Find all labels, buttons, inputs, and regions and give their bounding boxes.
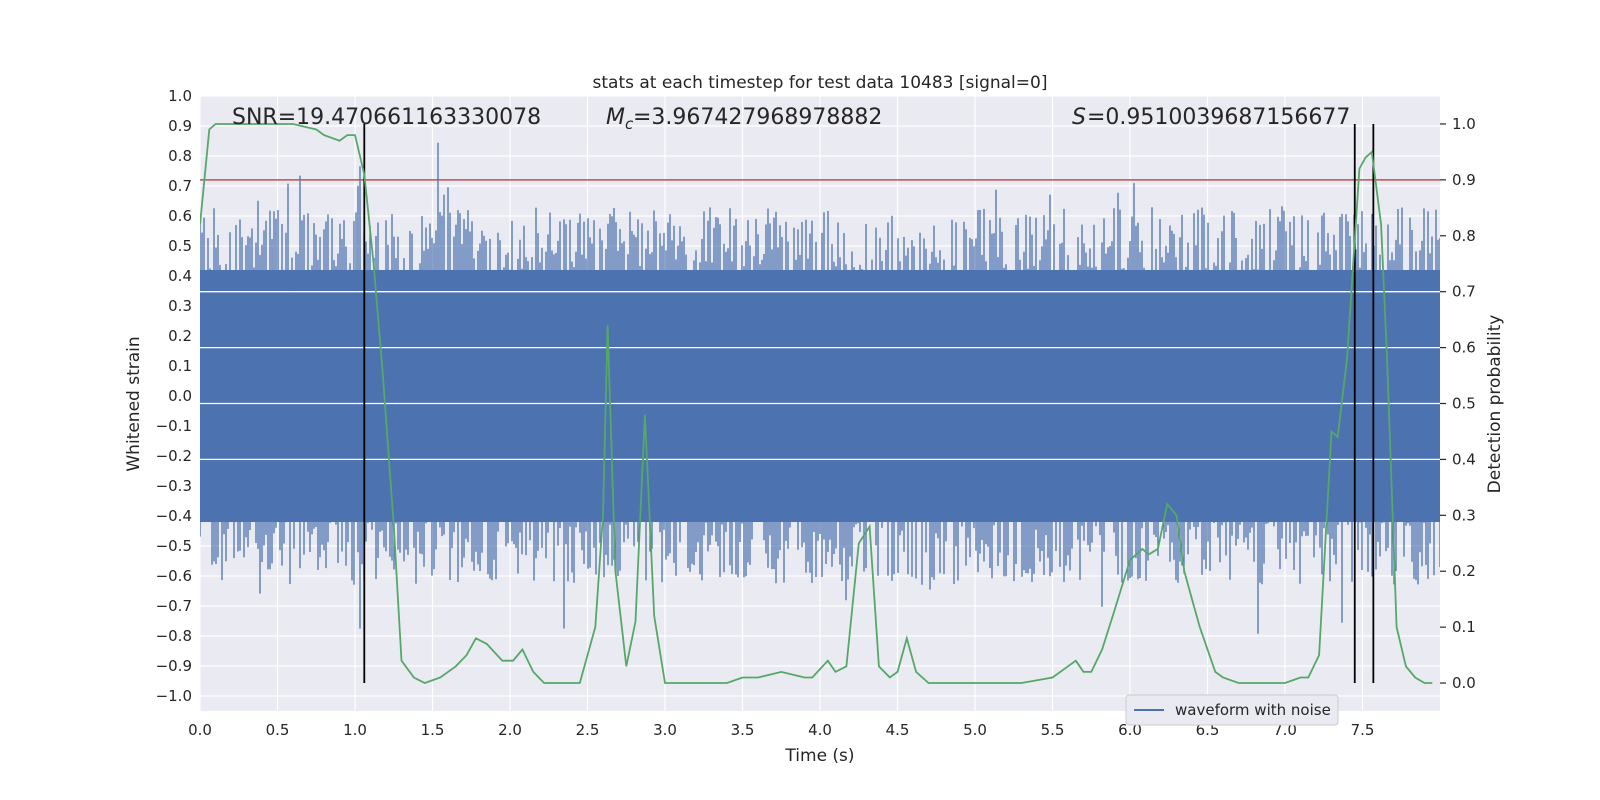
vertical-markers — [363, 123, 1375, 684]
y-left-tick-label: 0.0 — [168, 387, 192, 405]
chirp-mass-symbol: M — [606, 105, 625, 130]
x-axis-ticks: 0.0 0.5 1.0 1.5 2.0 2.5 3.0 3.5 4.0 4.5 5.0 5.5 6.0 6… — [188, 721, 1374, 739]
y-left-tick-label: 0.3 — [168, 297, 192, 315]
y-left-tick-label: 0.1 — [168, 357, 192, 375]
x-tick-label: 2.0 — [498, 721, 522, 739]
waveform-line — [200, 142, 1440, 634]
x-tick-label: 1.5 — [421, 721, 445, 739]
x-tick-label: 5.0 — [963, 721, 987, 739]
y-left-tick-label: 1.0 — [168, 87, 192, 105]
y-left-tick-label: 0.9 — [168, 117, 192, 135]
x-tick-label: 1.0 — [343, 721, 367, 739]
y-left-tick-label: −0.7 — [156, 597, 192, 615]
x-tick-label: 3.5 — [731, 721, 755, 739]
x-tick-label: 7.5 — [1351, 721, 1375, 739]
y-right-tick-label: 0.0 — [1452, 674, 1476, 692]
y-right-tick-label: 1.0 — [1452, 115, 1476, 133]
chirp-mass-annotation: M c =3.967427968978882 — [606, 105, 882, 133]
x-tick-label: 4.5 — [886, 721, 910, 739]
y-right-tick-label: 0.9 — [1452, 171, 1476, 189]
y-left-tick-label: −0.1 — [156, 417, 192, 435]
waveform-series — [200, 142, 1440, 634]
chirp-mass-subscript: c — [625, 115, 634, 133]
y-left-tick-label: 0.6 — [168, 207, 192, 225]
x-tick-label: 0.0 — [188, 721, 212, 739]
chart-title: stats at each timestep for test data 104… — [593, 73, 1048, 93]
legend-label: waveform with noise — [1175, 701, 1331, 719]
y-left-tick-label: −0.4 — [156, 507, 192, 525]
probability-series — [200, 123, 1433, 684]
right-axis-ticks: 1.0 0.9 0.8 0.7 0.6 0.5 0.4 0.3 0.2 0.1 0.0 — [1440, 115, 1476, 692]
y-left-tick-label: −1.0 — [156, 687, 192, 705]
chirp-mass-value: =3.967427968978882 — [633, 105, 882, 130]
y-right-tick-label: 0.2 — [1452, 562, 1476, 580]
y-left-tick-label: 0.7 — [168, 177, 192, 195]
y-right-tick-label: 0.8 — [1452, 227, 1476, 245]
legend-box — [1125, 694, 1339, 726]
y-right-tick-label: 0.3 — [1452, 506, 1476, 524]
y-right-tick-label: 0.4 — [1452, 450, 1476, 468]
y-left-tick-label: 0.5 — [168, 237, 192, 255]
y-right-tick-label: 0.1 — [1452, 618, 1476, 636]
y-left-tick-label: −0.6 — [156, 567, 192, 585]
legend: waveform with noise — [1125, 694, 1339, 726]
y-right-tick-label: 0.7 — [1452, 283, 1476, 301]
score-value: =0.9510039687156677 — [1087, 105, 1350, 130]
x-tick-label: 0.5 — [266, 721, 290, 739]
snr-annotation: SNR=19.470661163330078 — [232, 105, 541, 130]
y-left-tick-label: −0.8 — [156, 627, 192, 645]
y-right-tick-label: 0.5 — [1452, 395, 1476, 413]
y-axis-left-label: Whitened strain — [124, 336, 144, 471]
right-axis-grid-lines — [200, 291, 1440, 461]
y-left-tick-label: −0.3 — [156, 477, 192, 495]
x-tick-label: 4.0 — [808, 721, 832, 739]
x-tick-label: 5.5 — [1041, 721, 1065, 739]
y-axis-right-label: Detection probability — [1485, 315, 1505, 494]
y-left-tick-label: 0.2 — [168, 327, 192, 345]
y-right-tick-label: 0.6 — [1452, 339, 1476, 357]
left-axis-ticks: 1.0 0.9 0.8 0.7 0.6 0.5 0.4 0.3 0.2 0.1 0.0 −0.1 −0.… — [156, 87, 192, 705]
y-left-tick-label: 0.4 — [168, 267, 192, 285]
y-left-tick-label: −0.2 — [156, 447, 192, 465]
x-tick-label: 3.0 — [653, 721, 677, 739]
y-left-tick-label: −0.5 — [156, 537, 192, 555]
score-symbol: S — [1072, 105, 1086, 130]
probability-line — [200, 123, 1433, 684]
y-left-tick-label: 0.8 — [168, 147, 192, 165]
x-axis-label: Time (s) — [784, 746, 854, 766]
y-left-tick-label: −0.9 — [156, 657, 192, 675]
score-annotation: S =0.9510039687156677 — [1072, 105, 1350, 130]
x-tick-label: 2.5 — [576, 721, 600, 739]
